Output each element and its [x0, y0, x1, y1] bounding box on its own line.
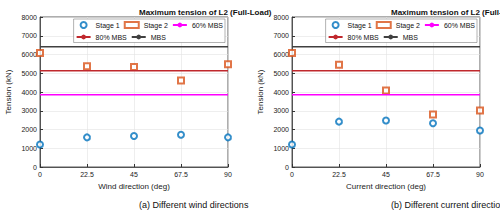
svg-text:Tension (kN): Tension (kN) — [256, 69, 265, 114]
svg-text:2000: 2000 — [273, 126, 289, 133]
svg-text:Stage 2: Stage 2 — [396, 22, 420, 30]
svg-text:6000: 6000 — [273, 51, 289, 58]
svg-text:60% MBS: 60% MBS — [192, 22, 223, 29]
svg-text:7000: 7000 — [273, 32, 289, 39]
svg-text:Tension (kN): Tension (kN) — [4, 69, 13, 114]
svg-text:Maximum tension of L2 (Full-Lo: Maximum tension of L2 (Full-Load) — [139, 8, 272, 17]
svg-text:Current direction (deg): Current direction (deg) — [346, 182, 426, 191]
svg-text:67.5: 67.5 — [174, 171, 188, 178]
svg-text:60% MBS: 60% MBS — [444, 22, 475, 29]
svg-text:5000: 5000 — [21, 70, 37, 77]
svg-text:45: 45 — [382, 171, 390, 178]
svg-text:0: 0 — [285, 164, 289, 171]
svg-text:5000: 5000 — [273, 70, 289, 77]
svg-text:Stage 1: Stage 1 — [348, 22, 372, 30]
svg-text:80% MBS: 80% MBS — [348, 34, 379, 41]
svg-text:67.5: 67.5 — [426, 171, 440, 178]
svg-text:22.5: 22.5 — [332, 171, 346, 178]
svg-text:1000: 1000 — [21, 145, 37, 152]
svg-text:Wind direction (deg): Wind direction (deg) — [98, 182, 170, 191]
svg-text:4000: 4000 — [21, 89, 37, 96]
svg-text:6000: 6000 — [21, 51, 37, 58]
svg-text:90: 90 — [224, 171, 232, 178]
svg-text:0: 0 — [33, 164, 37, 171]
svg-text:(a) Different wind directions: (a) Different wind directions — [139, 200, 249, 210]
svg-text:3000: 3000 — [21, 107, 37, 114]
svg-text:MBS: MBS — [151, 34, 167, 41]
svg-text:4000: 4000 — [273, 89, 289, 96]
svg-text:90: 90 — [476, 171, 484, 178]
svg-text:7000: 7000 — [21, 32, 37, 39]
svg-text:2000: 2000 — [21, 126, 37, 133]
svg-text:3000: 3000 — [273, 107, 289, 114]
svg-text:22.5: 22.5 — [80, 171, 94, 178]
svg-text:Stage 2: Stage 2 — [144, 22, 168, 30]
svg-text:80% MBS: 80% MBS — [96, 34, 127, 41]
svg-text:0: 0 — [290, 171, 294, 178]
svg-text:0: 0 — [38, 171, 42, 178]
svg-text:8000: 8000 — [21, 14, 37, 21]
svg-text:1000: 1000 — [273, 145, 289, 152]
svg-text:Stage 1: Stage 1 — [96, 22, 120, 30]
svg-text:(b) Different current directio: (b) Different current directions — [391, 200, 500, 210]
svg-text:Maximum tension of L2 (Full-Lo: Maximum tension of L2 (Full-Load) — [391, 8, 500, 17]
svg-text:MBS: MBS — [403, 34, 419, 41]
svg-text:45: 45 — [130, 171, 138, 178]
svg-text:8000: 8000 — [273, 14, 289, 21]
